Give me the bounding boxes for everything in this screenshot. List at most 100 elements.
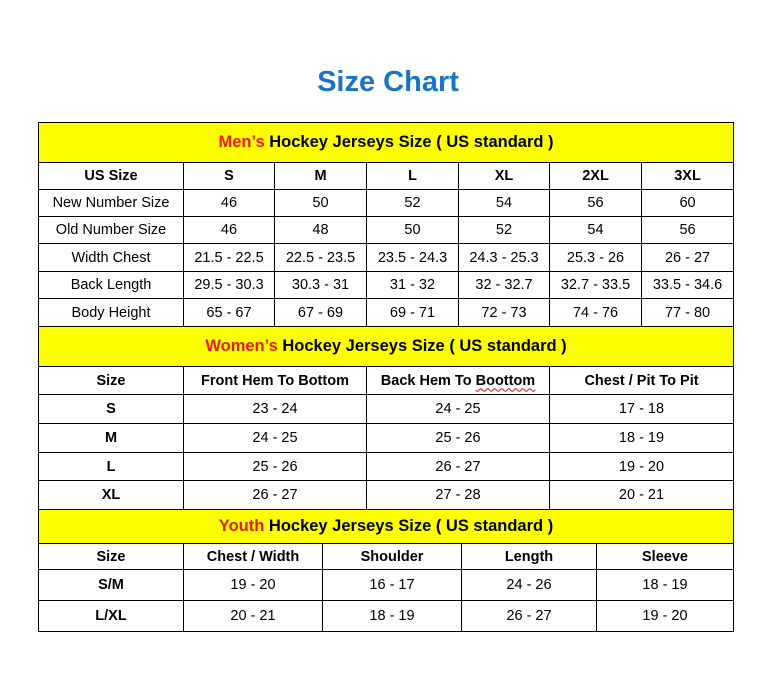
table-cell: 65 - 67 xyxy=(183,298,275,327)
column-header-text: 3XL xyxy=(674,168,701,184)
table-cell: 52 xyxy=(458,216,550,244)
table-cell: 32.7 - 33.5 xyxy=(549,271,642,299)
table-cell: 24 - 26 xyxy=(461,569,597,601)
row-label: L/XL xyxy=(38,600,184,632)
column-header: US Size xyxy=(38,162,184,190)
table-cell: 25 - 26 xyxy=(366,423,550,453)
row-label: L xyxy=(38,452,184,481)
table-cell: 50 xyxy=(274,189,367,217)
table-cell: 26 - 27 xyxy=(366,452,550,481)
table-cell: 26 - 27 xyxy=(640,243,735,272)
column-header: 2XL xyxy=(549,162,642,190)
table-cell: 50 xyxy=(366,216,459,244)
table-cell: 74 - 76 xyxy=(549,298,642,327)
table-row: Back Length 29.5 - 30.3 30.3 - 31 31 - 32 32… xyxy=(38,271,735,299)
table-cell: 67 - 69 xyxy=(274,298,367,327)
table-cell: 27 - 28 xyxy=(366,480,550,510)
womens-size-table: Women’s Hockey Jerseys Size ( US standar… xyxy=(37,326,735,510)
table-cell: 20 - 21 xyxy=(548,480,735,510)
table-cell: 19 - 20 xyxy=(595,600,735,632)
table-cell: 22.5 - 23.5 xyxy=(274,243,367,272)
row-label: Back Length xyxy=(38,271,184,299)
column-header-text: M xyxy=(314,168,327,184)
table-cell: 25 - 26 xyxy=(183,452,367,481)
table-cell: 16 - 17 xyxy=(322,569,462,601)
table-cell: 60 xyxy=(640,189,735,217)
table-cell: 77 - 80 xyxy=(640,298,735,327)
mens-size-table: Men’s Hockey Jerseys Size ( US standard … xyxy=(37,122,735,327)
column-header-text: L xyxy=(408,168,417,184)
column-header: Front Hem To Bottom xyxy=(183,366,367,395)
table-cell: 18 - 19 xyxy=(595,569,735,601)
youth-size-table: Youth Hockey Jerseys Size ( US standard … xyxy=(37,509,735,632)
column-header: Length xyxy=(461,543,597,570)
table-cell: 56 xyxy=(640,216,735,244)
row-label: M xyxy=(38,423,184,453)
table-cell: 33.5 - 34.6 xyxy=(640,271,735,299)
column-header: M xyxy=(274,162,367,190)
table-cell: 30.3 - 31 xyxy=(274,271,367,299)
column-header: Chest / Width xyxy=(183,543,323,570)
header-row: US Size S M L XL 2XL 3XL xyxy=(38,162,735,190)
table-cell: 23 - 24 xyxy=(183,394,367,424)
column-header: Back Hem To Boottom xyxy=(366,366,550,395)
table-cell: 56 xyxy=(549,189,642,217)
table-cell: 23.5 - 24.3 xyxy=(366,243,459,272)
column-header-text: Chest / Pit To Pit xyxy=(584,372,699,389)
table-cell: 46 xyxy=(183,216,275,244)
page-title: Size Chart xyxy=(317,66,459,98)
caption-accent: Women’s xyxy=(205,337,278,355)
youth-section-caption: Youth Hockey Jerseys Size ( US standard … xyxy=(37,509,735,544)
table-cell: 32 - 32.7 xyxy=(458,271,550,299)
table-cell: 24.3 - 25.3 xyxy=(458,243,550,272)
table-cell: 24 - 25 xyxy=(183,423,367,453)
column-header: Shoulder xyxy=(322,543,462,570)
table-cell: 52 xyxy=(366,189,459,217)
header-row: Size Front Hem To Bottom Back Hem To Boott… xyxy=(38,366,735,395)
column-header-text: XL xyxy=(494,168,514,184)
table-cell: 54 xyxy=(458,189,550,217)
table-cell: 17 - 18 xyxy=(548,394,735,424)
column-header-text: 2XL xyxy=(582,168,609,184)
row-label: New Number Size xyxy=(38,189,184,217)
table-cell: 21.5 - 22.5 xyxy=(183,243,275,272)
table-cell: 29.5 - 30.3 xyxy=(183,271,275,299)
column-header: Sleeve xyxy=(595,543,735,570)
table-row: Width Chest 21.5 - 22.5 22.5 - 23.5 23.5 - … xyxy=(38,243,735,272)
table-row: Body Height 65 - 67 67 - 69 69 - 71 72 - 73 7… xyxy=(38,298,735,327)
column-header-text: Sleeve xyxy=(642,548,688,565)
column-header-text: S xyxy=(224,168,234,184)
row-label: S/M xyxy=(38,569,184,601)
caption-text: Hockey Jerseys Size ( US standard ) xyxy=(264,133,554,151)
table-cell: 26 - 27 xyxy=(461,600,597,632)
table-row: L/XL 20 - 21 18 - 19 26 - 27 19 - 20 xyxy=(38,600,735,632)
table-cell: 24 - 25 xyxy=(366,394,550,424)
caption-accent: Men’s xyxy=(218,133,265,151)
column-header-text: US Size xyxy=(84,168,138,184)
mens-section-caption: Men’s Hockey Jerseys Size ( US standard … xyxy=(37,122,735,163)
row-label: Body Height xyxy=(38,298,184,327)
column-header: L xyxy=(366,162,459,190)
table-cell: 19 - 20 xyxy=(548,452,735,481)
table-row: New Number Size 46 50 52 54 56 60 xyxy=(38,189,735,217)
row-label: S xyxy=(38,394,184,424)
column-header-text: Back Hem To Boottom xyxy=(380,372,536,389)
column-header-text: Front Hem To Bottom xyxy=(201,372,349,389)
table-cell: 31 - 32 xyxy=(366,271,459,299)
womens-section-caption: Women’s Hockey Jerseys Size ( US standar… xyxy=(37,326,735,367)
table-row: S 23 - 24 24 - 25 17 - 18 xyxy=(38,394,735,424)
table-cell: 72 - 73 xyxy=(458,298,550,327)
table-cell: 46 xyxy=(183,189,275,217)
table-cell: 26 - 27 xyxy=(183,480,367,510)
table-row: Old Number Size 46 48 50 52 54 56 xyxy=(38,216,735,244)
misspelled-word: Boottom xyxy=(475,372,536,389)
table-cell: 19 - 20 xyxy=(183,569,323,601)
table-cell: 18 - 19 xyxy=(322,600,462,632)
column-header-text: Size xyxy=(96,372,126,389)
column-header-text: Shoulder xyxy=(360,548,424,565)
column-header-text: Size xyxy=(96,548,126,565)
column-header: Size xyxy=(38,366,184,395)
table-row: S/M 19 - 20 16 - 17 24 - 26 18 - 19 xyxy=(38,569,735,601)
column-header: 3XL xyxy=(640,162,735,190)
table-cell: 69 - 71 xyxy=(366,298,459,327)
